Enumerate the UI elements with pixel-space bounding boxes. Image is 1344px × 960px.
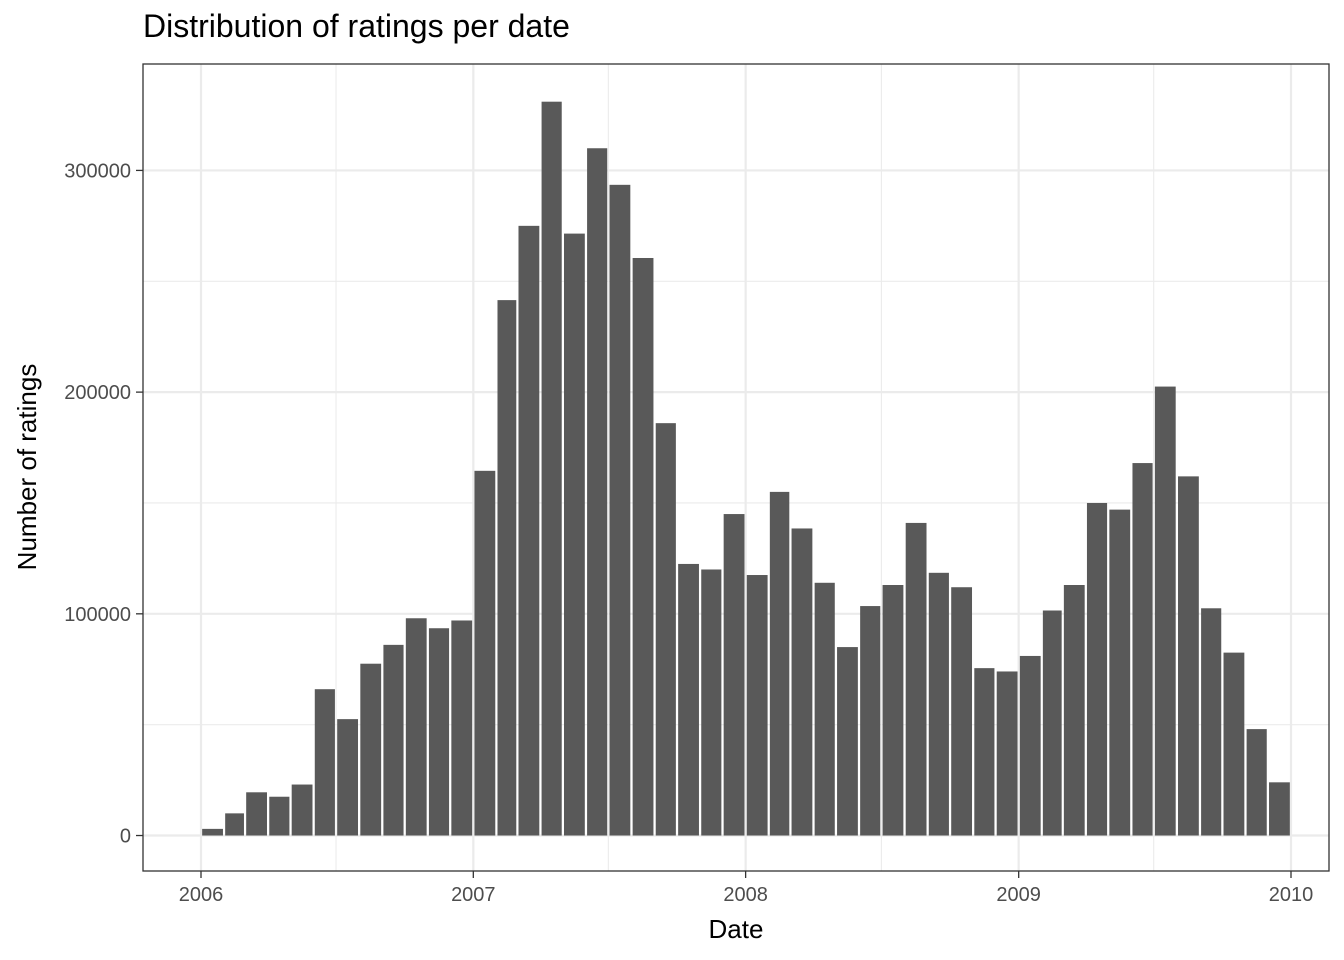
bar-2006-04 [269,796,290,836]
bar-2006-09 [383,644,404,836]
bar-2007-06 [587,148,608,836]
x-tick-label: 2009 [996,884,1041,906]
x-tick-label: 2006 [179,884,224,906]
bar-2008-04 [814,582,835,836]
bar-2006-10 [405,618,427,836]
bar-2007-01 [474,470,496,836]
bar-2009-07 [1154,386,1176,836]
bar-2008-03 [791,528,813,836]
bar-2008-06 [860,606,881,836]
bar-2009-03 [1063,585,1085,836]
bar-2007-07 [609,184,631,836]
plot-border [142,63,1330,872]
bar-2009-08 [1178,476,1199,836]
bar-2008-12 [996,671,1018,836]
y-tick-label: 0 [120,826,131,848]
bar-2009-12 [1269,782,1290,836]
x-axis: 2006 2007 2008 2009 2010 [179,871,1314,906]
bar-2009-04 [1086,502,1108,836]
bar-2006-03 [246,792,267,836]
bar-2006-11 [428,628,450,836]
y-tick-label: 200000 [64,382,131,404]
bar-2009-10 [1223,652,1245,836]
x-tick-label: 2007 [451,884,496,906]
bar-2008-02 [769,491,790,836]
y-tick-label: 100000 [64,604,131,626]
bar-2007-11 [701,569,722,836]
y-axis-title: Number of ratings [12,364,42,571]
y-axis: 0 100000 200000 300000 [64,160,143,848]
bar-2006-06 [314,689,335,836]
bar-2007-08 [632,257,654,836]
bar-2008-09 [928,572,949,836]
y-tick-label: 300000 [64,160,131,182]
bar-2007-10 [678,563,699,836]
bar-2009-11 [1246,729,1267,836]
bars [202,101,1290,836]
bar-2006-08 [360,663,382,836]
x-axis-title: Date [709,914,764,944]
bar-2008-10 [951,587,973,836]
bar-2008-11 [974,668,995,836]
bar-2008-07 [882,585,904,836]
bar-2008-08 [905,522,927,836]
bar-2006-02 [225,813,244,836]
bar-2006-12 [451,620,473,836]
bar-2008-05 [837,647,858,836]
chart-title: Distribution of ratings per date [143,8,570,44]
bar-2007-02 [497,300,517,836]
bar-2009-06 [1132,463,1153,836]
bar-2008-01 [746,575,768,836]
bar-2009-01 [1019,655,1041,836]
bar-2006-07 [337,719,359,836]
bar-2007-09 [655,423,676,836]
x-tick-label: 2008 [723,884,768,906]
bar-2006-01 [202,828,223,836]
x-tick-label: 2010 [1269,884,1314,906]
bar-2009-02 [1042,610,1062,836]
bar-2006-05 [291,784,313,836]
bar-2007-03 [518,225,540,836]
bar-2007-05 [563,233,585,836]
bar-2007-12 [723,514,745,836]
bar-2009-09 [1201,608,1222,836]
bar-2007-04 [541,101,562,836]
bar-2009-05 [1109,509,1131,836]
